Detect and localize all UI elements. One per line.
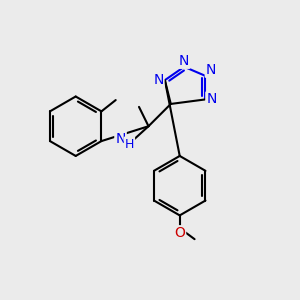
Text: H: H (125, 138, 134, 151)
Text: N: N (153, 73, 164, 87)
Text: N: N (206, 92, 217, 106)
Text: N: N (179, 54, 189, 68)
Text: O: O (174, 226, 185, 240)
Text: N: N (206, 63, 216, 77)
Text: N: N (115, 132, 126, 146)
